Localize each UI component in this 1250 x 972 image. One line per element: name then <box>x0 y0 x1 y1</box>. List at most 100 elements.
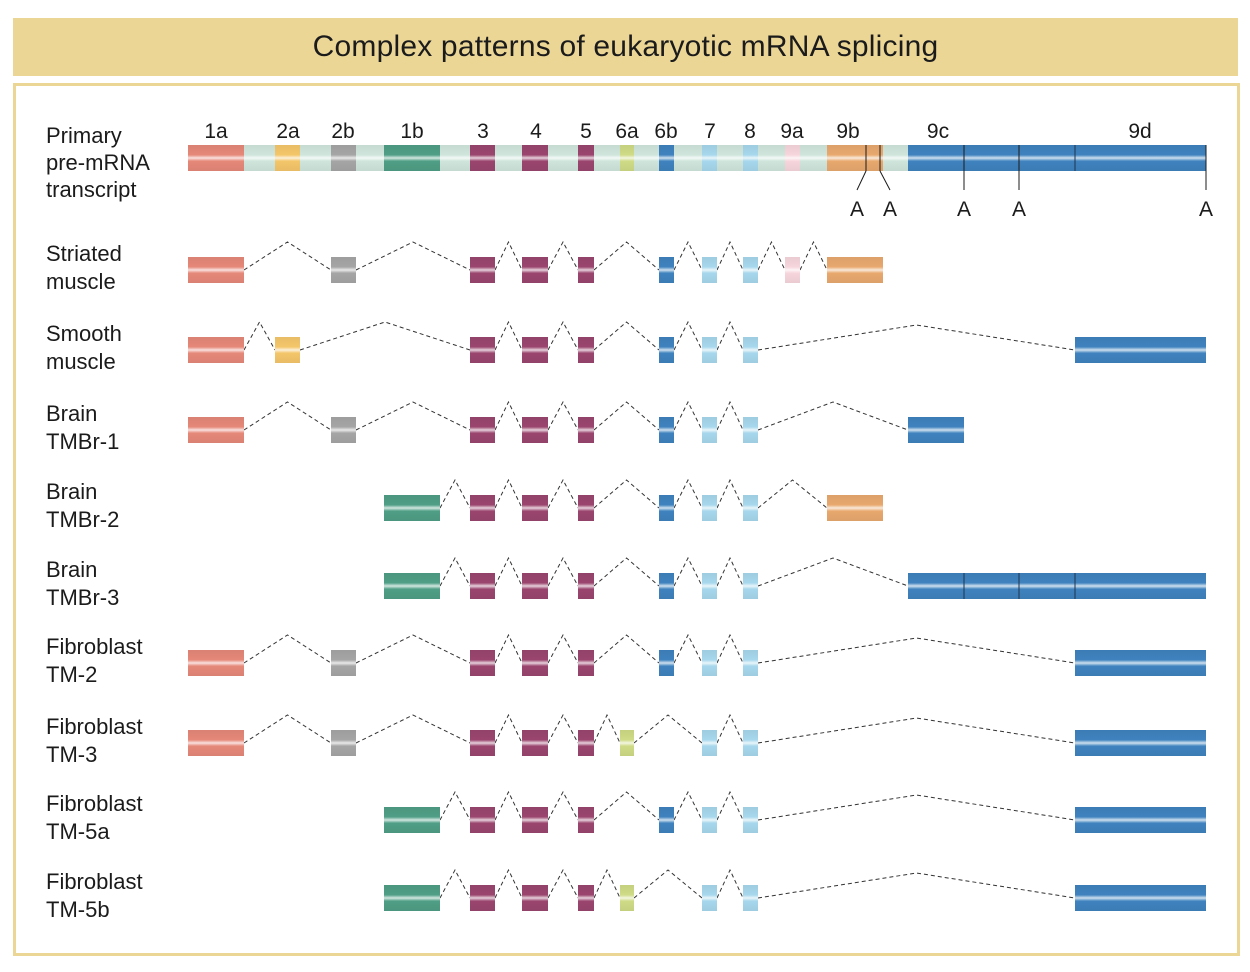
splice-connector <box>547 790 579 821</box>
splice-connector <box>593 479 660 509</box>
exon-1b <box>384 885 440 911</box>
splice-connector <box>673 320 703 351</box>
splice-connector <box>243 714 332 744</box>
exon-4 <box>522 573 548 599</box>
exon-3 <box>470 337 495 363</box>
splice-connector <box>355 241 471 271</box>
primary-exon-1b <box>384 145 440 171</box>
exon-5 <box>578 337 594 363</box>
polya-label: A <box>883 198 897 221</box>
primary-exon-7 <box>702 145 717 171</box>
exon-2b <box>331 730 356 756</box>
primary-label-line1: Primary <box>46 123 122 148</box>
exon-8 <box>743 885 758 911</box>
isoform-label-line1: Fibroblast <box>46 634 143 659</box>
splice-connector <box>593 868 621 899</box>
exon-8 <box>743 337 758 363</box>
isoform-row <box>384 790 1206 833</box>
splice-connector <box>439 556 471 587</box>
splice-connector <box>593 634 660 664</box>
isoform-label-line1: Striated <box>46 241 122 266</box>
isoform-label-line2: muscle <box>46 269 116 294</box>
exon-label-3: 3 <box>477 120 489 143</box>
primary-exon-1a <box>188 145 244 171</box>
exon-1a <box>188 650 244 676</box>
exon-3 <box>470 885 495 911</box>
splice-connector <box>757 240 786 271</box>
isoform-label-line2: TMBr-3 <box>46 585 119 610</box>
exon-9d <box>1075 337 1206 363</box>
exon-label-1a: 1a <box>204 120 228 143</box>
exon-8 <box>743 807 758 833</box>
exon-6a <box>620 730 634 756</box>
exon-9d <box>1075 573 1206 599</box>
primary-exon-9b <box>827 145 883 171</box>
isoform-label-line1: Fibroblast <box>46 714 143 739</box>
splice-connector <box>299 321 471 351</box>
isoform-row <box>188 400 964 443</box>
splice-connector <box>547 556 579 587</box>
polya-site-line <box>879 170 891 191</box>
splice-connector <box>799 240 828 271</box>
exon-9c <box>908 573 1075 599</box>
exon-label-8: 8 <box>744 120 756 143</box>
exon-7 <box>702 495 717 521</box>
splice-connector <box>355 714 471 744</box>
exon-3 <box>470 495 495 521</box>
splice-connector <box>547 713 579 744</box>
splice-connector <box>757 479 828 509</box>
exon-9b <box>827 257 883 283</box>
splice-connector <box>673 633 703 664</box>
exon-label-4: 4 <box>530 120 542 143</box>
exon-5 <box>578 417 594 443</box>
polya-site-line <box>856 170 867 191</box>
polya-label: A <box>1012 198 1026 221</box>
primary-exon-2b <box>331 145 356 171</box>
exon-5 <box>578 650 594 676</box>
exon-8 <box>743 257 758 283</box>
isoform-label-line2: TMBr-2 <box>46 507 119 532</box>
exon-3 <box>470 807 495 833</box>
isoform-label-line1: Fibroblast <box>46 791 143 816</box>
polya-label: A <box>1199 198 1213 221</box>
exon-7 <box>702 650 717 676</box>
primary-label-line2: pre-mRNA <box>46 150 150 175</box>
isoform-row <box>188 320 1206 363</box>
exon-7 <box>702 417 717 443</box>
isoform-label-line1: Brain <box>46 479 97 504</box>
exon-1b <box>384 807 440 833</box>
title-banner: Complex patterns of eukaryotic mRNA spli… <box>13 18 1238 76</box>
splice-connector <box>716 633 744 664</box>
isoform-label-line1: Brain <box>46 401 97 426</box>
exon-label-9d: 9d <box>1128 120 1151 143</box>
primary-exon-2a <box>275 145 300 171</box>
exon-2b <box>331 257 356 283</box>
exon-7 <box>702 885 717 911</box>
exon-7 <box>702 807 717 833</box>
splice-connector <box>547 320 579 351</box>
splice-connector <box>547 400 579 431</box>
splice-connector <box>439 478 471 509</box>
exon-5 <box>578 807 594 833</box>
isoform-label-line1: Fibroblast <box>46 869 143 894</box>
splice-connector <box>757 717 1076 744</box>
exon-6b <box>659 417 674 443</box>
splice-connector <box>494 556 523 587</box>
exon-7 <box>702 730 717 756</box>
splice-connector <box>757 637 1076 664</box>
splice-connector <box>673 400 703 431</box>
exon-1a <box>188 417 244 443</box>
diagram-panel <box>13 83 1240 956</box>
primary-exon-4 <box>522 145 548 171</box>
exon-9c <box>908 417 964 443</box>
isoform-label-line2: TMBr-1 <box>46 429 119 454</box>
exon-7 <box>702 573 717 599</box>
splice-connector <box>716 790 744 821</box>
primary-label-line3: transcript <box>46 177 136 202</box>
exon-3 <box>470 417 495 443</box>
isoform-row <box>384 868 1206 911</box>
splice-connector <box>716 713 744 744</box>
splice-connector <box>547 240 579 271</box>
exon-3 <box>470 650 495 676</box>
isoform-label-line2: TM-5b <box>46 897 110 922</box>
